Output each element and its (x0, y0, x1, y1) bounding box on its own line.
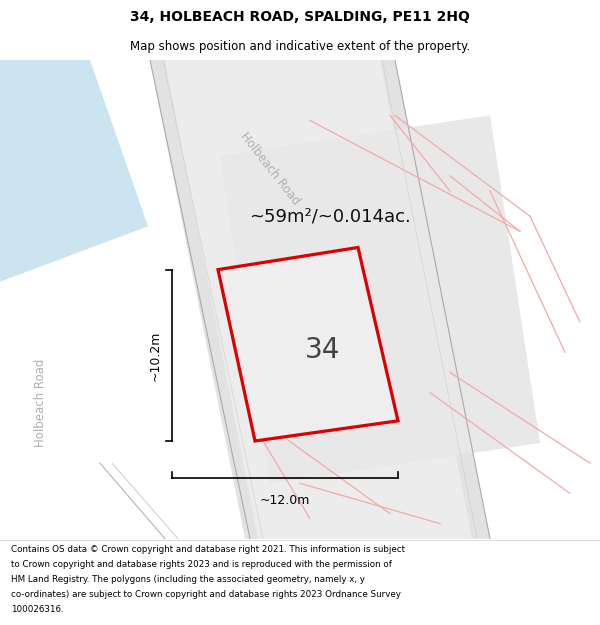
Polygon shape (165, 60, 472, 539)
Text: 34, HOLBEACH ROAD, SPALDING, PE11 2HQ: 34, HOLBEACH ROAD, SPALDING, PE11 2HQ (130, 10, 470, 24)
Text: ~59m²/~0.014ac.: ~59m²/~0.014ac. (249, 208, 411, 225)
Polygon shape (150, 60, 490, 539)
Polygon shape (218, 248, 398, 441)
Text: HM Land Registry. The polygons (including the associated geometry, namely x, y: HM Land Registry. The polygons (includin… (11, 575, 365, 584)
Text: 100026316.: 100026316. (11, 605, 64, 614)
Polygon shape (0, 60, 148, 282)
Text: Map shows position and indicative extent of the property.: Map shows position and indicative extent… (130, 40, 470, 53)
Text: Holbeach Road: Holbeach Road (34, 359, 47, 447)
Text: ~10.2m: ~10.2m (149, 330, 162, 381)
Text: co-ordinates) are subject to Crown copyright and database rights 2023 Ordnance S: co-ordinates) are subject to Crown copyr… (11, 590, 401, 599)
Text: Holbeach Road: Holbeach Road (238, 130, 302, 208)
Text: ~12.0m: ~12.0m (260, 494, 310, 508)
Text: 34: 34 (305, 336, 340, 364)
Polygon shape (220, 116, 540, 483)
Text: to Crown copyright and database rights 2023 and is reproduced with the permissio: to Crown copyright and database rights 2… (11, 560, 392, 569)
Text: Contains OS data © Crown copyright and database right 2021. This information is : Contains OS data © Crown copyright and d… (11, 545, 405, 554)
